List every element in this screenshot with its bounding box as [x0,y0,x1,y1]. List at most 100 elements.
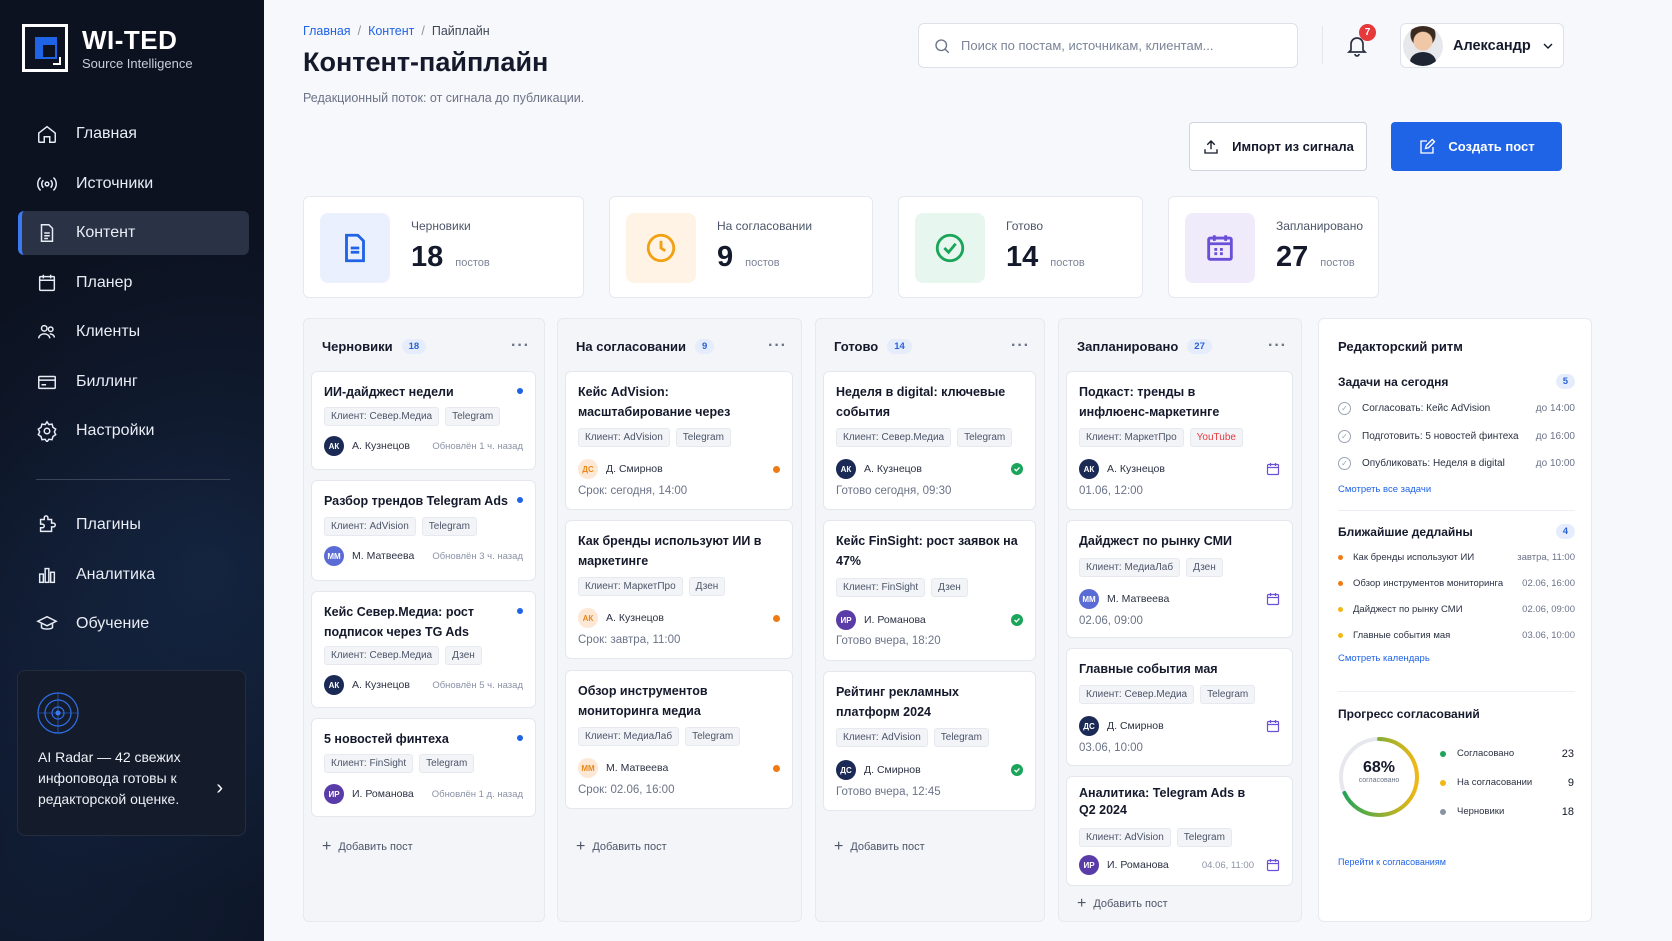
column-ready: Готово 14 ··· Неделя в digital: ключевые с… [815,318,1045,922]
updated-time: Обновлён 1 ч. назад [432,440,523,452]
calendar-icon[interactable] [1266,858,1280,872]
import-signal-button[interactable]: Импорт из сигнала [1189,122,1367,171]
check-circle-icon[interactable]: ✓ [1338,402,1351,416]
page-title: Контент-пайплайн [303,47,549,77]
post-card[interactable]: Кейс AdVision: масштабирование через кон… [565,371,793,510]
all-tasks-link[interactable]: Смотреть все задачи [1338,483,1432,495]
approvals-link[interactable]: Перейти к согласованиям [1338,857,1446,867]
logo[interactable]: WI-TED Source Intelligence [22,24,193,72]
stat-value: 14 [1006,241,1039,273]
add-post-button[interactable]: + Добавить пост [576,838,667,856]
home-icon [38,125,56,143]
deadline-due: 02.06, 16:00 [1522,577,1575,589]
post-card[interactable]: Разбор трендов Telegram Ads Клиент: AdVi… [311,480,536,581]
add-post-button[interactable]: + Добавить пост [1077,895,1168,913]
section-title: Прогресс согласований [1338,707,1480,721]
nav-item-plugins[interactable]: Плагины [18,503,249,547]
deadlines-section: Ближайшие дедлайны 4 Как бренды использую… [1338,524,1575,664]
updated-time: Обновлён 1 д. назад [431,788,523,800]
post-card[interactable]: Главные события мая Клиент: Север.Медиа T… [1066,648,1293,766]
task-item[interactable]: ✓ Подготовить: 5 новостей финтеха до 16:00 [1338,423,1575,451]
nav-item-analytics[interactable]: Аналитика [18,553,249,597]
more-icon[interactable]: ··· [768,337,787,354]
author-avatar: АК [1079,459,1099,479]
task-item[interactable]: ✓ Согласовать: Кейс AdVision до 14:00 [1338,395,1575,423]
post-card[interactable]: Дайджест по рынку СМИ Клиент: МедиаЛаб Дз… [1066,520,1293,638]
post-title: Аналитика: Telegram Ads в Q2 2024 [1079,786,1246,817]
author-name: А. Кузнецов [1107,463,1165,475]
stat-card-drafts[interactable]: Черновики 18 постов [303,196,584,298]
post-card[interactable]: Неделя в digital: ключевые события Клиен… [823,371,1036,510]
sidebar-divider [36,479,230,480]
calendar-icon[interactable] [1266,719,1280,733]
ai-radar-card[interactable]: AI Radar — 42 свежих инфоповода готовы к… [17,670,246,836]
post-title: Разбор трендов Telegram Ads [324,494,508,508]
post-card[interactable]: Обзор инструментов мониторинга медиа Кли… [565,670,793,809]
search-box[interactable] [918,23,1298,68]
nav-item-content[interactable]: Контент [18,211,249,255]
calendar-icon[interactable] [1266,462,1280,476]
author-name: Д. Смирнов [864,764,921,776]
channel-tag: Telegram [675,428,731,447]
deadline-dot [1338,580,1343,586]
post-title: Главные события мая [1079,662,1218,676]
breadcrumb-content[interactable]: Контент [368,24,415,38]
task-item[interactable]: ✓ Опубликовать: Неделя в digital до 10:00 [1338,450,1575,478]
deadline-item[interactable]: Дайджест по рынку СМИ 02.06, 09:00 [1338,596,1575,622]
stat-unit: постов [455,257,490,269]
due-date: Срок: завтра, 11:00 [578,634,681,646]
nav-item-planner[interactable]: Планер [18,261,249,305]
deadline-item[interactable]: Как бренды используют ИИ завтра, 11:00 [1338,544,1575,570]
deadline-label: Главные события мая [1353,629,1451,641]
breadcrumb-home[interactable]: Главная [303,24,351,38]
check-circle-icon[interactable]: ✓ [1338,457,1351,471]
column-title: Запланировано [1077,338,1179,354]
author-avatar: ММ [578,758,598,778]
nav-item-clients[interactable]: Клиенты [18,310,249,354]
client-tag: Клиент: AdVision [1079,828,1171,847]
author-name: Д. Смирнов [606,463,663,475]
post-card[interactable]: Кейс FinSight: рост заявок на 47% Клиент… [823,520,1036,661]
calendar-icon[interactable] [1266,592,1280,606]
nav-label: Клиенты [76,323,141,340]
calendar-link[interactable]: Смотреть календарь [1338,653,1430,664]
plus-icon: + [1077,895,1087,912]
nav-item-settings[interactable]: Настройки [18,409,249,453]
more-icon[interactable]: ··· [511,337,530,354]
post-card[interactable]: Как бренды используют ИИ в маркетинге Кл… [565,520,793,659]
nav-item-learning[interactable]: Обучение [18,602,249,646]
legend-label: Черновики [1457,806,1505,817]
nav-item-billing[interactable]: Биллинг [18,360,249,404]
user-menu[interactable]: Александр [1400,23,1564,68]
nav-item-home[interactable]: Главная [18,112,249,156]
more-icon[interactable]: ··· [1011,337,1030,354]
post-card[interactable]: Аналитика: Telegram Ads в Q2 2024 Клиент… [1066,776,1293,886]
client-tag: Клиент: Север.Медиа [324,407,440,426]
stat-card-ready[interactable]: Готово 14 постов [898,196,1143,298]
post-card[interactable]: Кейс Север.Медиа: рост подписок через TG… [311,591,536,708]
post-card[interactable]: 5 новостей финтеха Клиент: FinSight Teleg… [311,718,536,817]
stat-card-scheduled[interactable]: Запланировано 27 постов [1168,196,1379,298]
post-card[interactable]: Подкаст: тренды в инфлюенс-маркетинге Кл… [1066,371,1293,510]
task-label: Опубликовать: Неделя в digital [1362,458,1505,470]
stat-card-review[interactable]: На согласовании 9 постов [609,196,873,298]
legend-item: На согласовании 9 [1440,768,1574,797]
notifications-button[interactable]: 7 [1345,24,1376,59]
search-input[interactable] [961,38,1281,53]
check-circle-icon[interactable]: ✓ [1338,429,1351,443]
add-post-button[interactable]: + Добавить пост [834,838,925,856]
approval-progress-section: Прогресс согласований [1338,707,1575,721]
post-card[interactable]: ИИ-дайджест недели Клиент: Север.Медиа Te… [311,371,536,470]
stat-label: На согласовании [717,219,813,233]
add-post-button[interactable]: + Добавить пост [322,838,413,856]
deadline-item[interactable]: Главные события мая 03.06, 10:00 [1338,622,1575,648]
post-card[interactable]: Рейтинг рекламных платформ 2024 Клиент: … [823,671,1036,811]
chevron-right-icon[interactable]: › [216,777,223,799]
deadline-item[interactable]: Обзор инструментов мониторинга 02.06, 16:… [1338,570,1575,596]
nav-item-sources[interactable]: Источники [18,162,249,206]
create-post-button[interactable]: Создать пост [1391,122,1562,171]
post-title: Дайджест по рынку СМИ [1079,534,1232,548]
more-icon[interactable]: ··· [1268,337,1287,354]
nav-label: Планер [76,273,133,291]
graduation-cap-icon [36,615,58,630]
